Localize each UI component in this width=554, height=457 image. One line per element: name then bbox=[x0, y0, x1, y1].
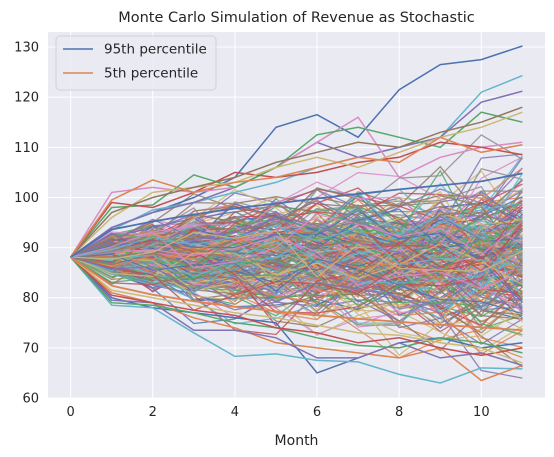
y-tick-labels: 60 70 80 90 100 110 120 130 bbox=[14, 41, 39, 407]
simulation-path bbox=[70, 256, 523, 364]
series-line-95th bbox=[70, 172, 523, 258]
y-tick-label: 60 bbox=[22, 392, 39, 407]
simulation-path bbox=[70, 141, 523, 258]
simulation-path bbox=[70, 221, 523, 306]
simulation-path bbox=[70, 169, 523, 258]
simulation-path bbox=[70, 236, 523, 284]
simulation-path bbox=[69, 136, 523, 258]
simulation-path bbox=[70, 221, 523, 276]
x-tick-label: 4 bbox=[231, 405, 239, 420]
percentile-series bbox=[70, 172, 523, 332]
simulation-path bbox=[70, 238, 523, 327]
simulation-path bbox=[70, 256, 523, 384]
y-tick-label: 120 bbox=[14, 91, 39, 106]
simulation-path bbox=[70, 229, 523, 278]
simulation-path bbox=[70, 256, 523, 379]
simulation-path bbox=[70, 134, 523, 258]
simulation-paths bbox=[69, 45, 523, 384]
simulation-path bbox=[70, 256, 523, 367]
simulation-path bbox=[70, 168, 523, 290]
legend-box bbox=[55, 35, 217, 91]
series-line-5th bbox=[70, 256, 523, 332]
simulation-path bbox=[70, 213, 523, 269]
y-tick-label: 110 bbox=[14, 141, 39, 156]
simulation-path bbox=[70, 236, 523, 290]
x-tick-label: 10 bbox=[473, 405, 490, 420]
legend-label-5th: 5th percentile bbox=[104, 66, 198, 82]
simulation-path bbox=[70, 256, 523, 357]
simulation-path bbox=[69, 116, 523, 258]
simulation-path bbox=[70, 111, 523, 258]
y-tick-label: 100 bbox=[14, 191, 39, 206]
y-tick-label: 130 bbox=[14, 41, 39, 56]
x-axis-label: Month bbox=[275, 433, 319, 449]
legend-label-95th: 95th percentile bbox=[104, 42, 207, 58]
x-tick-label: 0 bbox=[66, 405, 74, 420]
simulation-path bbox=[70, 256, 523, 357]
legend: 95th percentile 5th percentile bbox=[55, 35, 217, 91]
simulation-path bbox=[70, 256, 523, 354]
y-tick-label: 70 bbox=[22, 341, 39, 356]
simulation-path bbox=[70, 206, 523, 311]
x-tick-label: 8 bbox=[395, 405, 403, 420]
x-tick-labels: 0 2 4 6 8 10 bbox=[66, 405, 489, 420]
simulation-path bbox=[70, 225, 523, 269]
y-tick-label: 90 bbox=[22, 241, 39, 256]
x-tick-label: 2 bbox=[149, 405, 157, 420]
simulation-path bbox=[70, 224, 523, 272]
simulation-path bbox=[70, 111, 523, 258]
y-tick-label: 80 bbox=[22, 291, 39, 306]
simulation-path bbox=[70, 218, 523, 277]
simulation-path bbox=[70, 254, 523, 359]
chart-title: Monte Carlo Simulation of Revenue as Sto… bbox=[118, 10, 475, 26]
simulation-path bbox=[70, 106, 523, 258]
simulation-path bbox=[70, 222, 523, 286]
x-tick-label: 6 bbox=[313, 405, 321, 420]
